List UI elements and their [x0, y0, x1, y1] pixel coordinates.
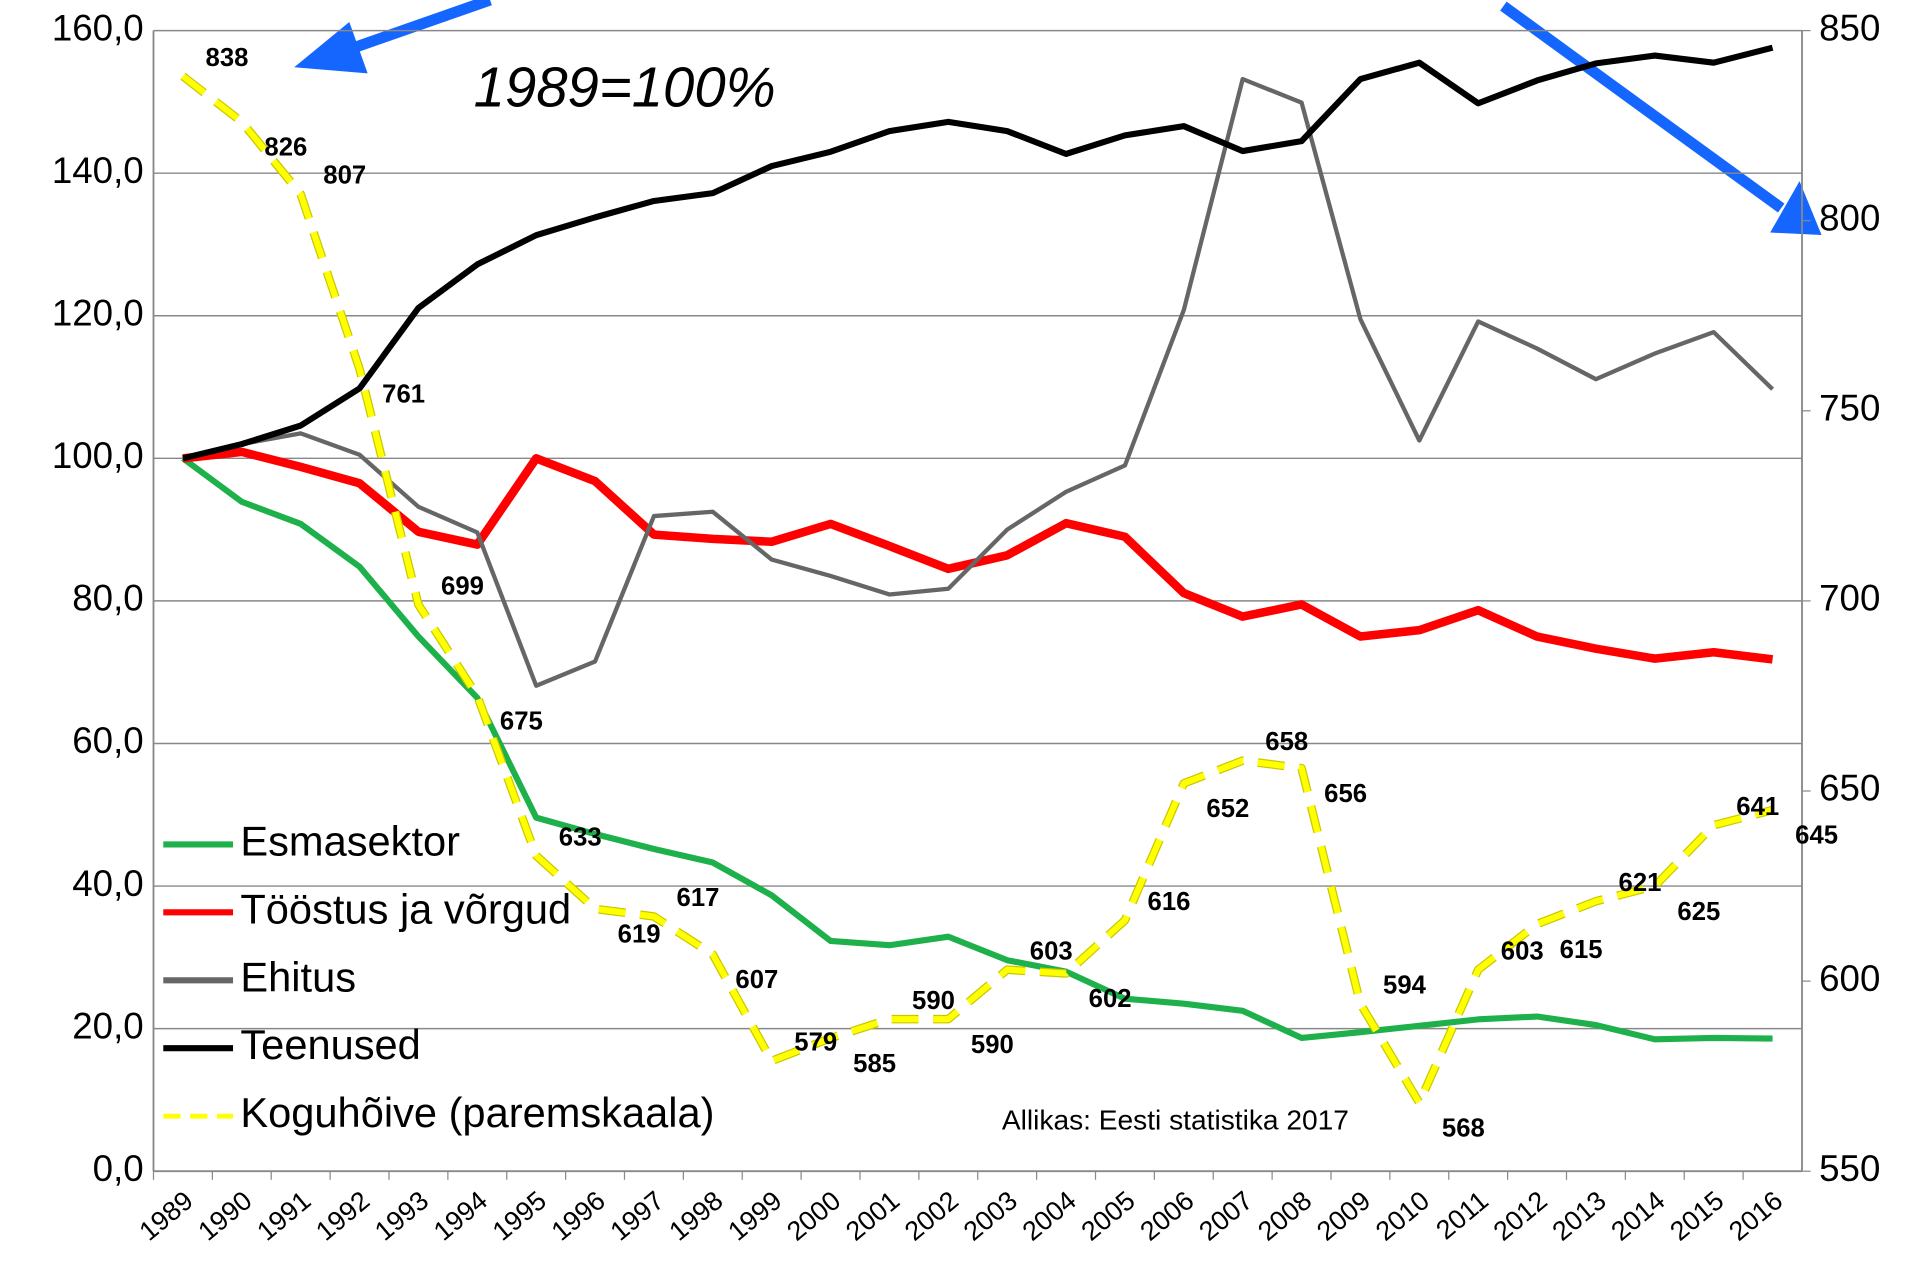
data-label: 579 [794, 1029, 837, 1057]
x-tick-label: 2002 [899, 1185, 964, 1246]
data-label: 603 [1501, 937, 1544, 965]
x-tick-label: 1991 [251, 1185, 316, 1246]
data-label: 761 [382, 381, 425, 409]
x-tick-label: 2003 [958, 1185, 1023, 1246]
series-line [182, 44, 1774, 462]
y2-tick-label: 650 [1819, 768, 1880, 809]
data-label: 568 [1442, 1114, 1485, 1142]
arrow-left-head [294, 22, 368, 74]
x-tick-label: 2006 [1134, 1185, 1199, 1246]
y-tick-label: 40,0 [72, 863, 143, 904]
x-tick-label: 1999 [722, 1185, 787, 1246]
legend-label: Ehitus [240, 953, 356, 1000]
x-tick-label: 2005 [1076, 1185, 1141, 1246]
series-line [181, 73, 1774, 1106]
data-label: 658 [1265, 728, 1308, 756]
data-label: 656 [1324, 780, 1367, 808]
data-label: 603 [1030, 937, 1073, 965]
series-line [182, 447, 1774, 664]
series-line [182, 76, 1775, 688]
data-label: 625 [1677, 898, 1720, 926]
x-tick-label: 2016 [1723, 1185, 1788, 1246]
data-label: 617 [677, 884, 720, 912]
annotation: 1989=100% [474, 56, 776, 119]
series-line [181, 455, 1773, 1043]
arrow-left [341, 0, 492, 57]
legend-label: Teenused [240, 1021, 420, 1068]
x-tick-label: 1998 [663, 1185, 728, 1246]
x-tick-label: 1990 [192, 1185, 257, 1246]
y2-tick-label: 800 [1819, 197, 1880, 238]
data-label: 699 [441, 572, 484, 600]
data-label: 585 [853, 1050, 896, 1078]
y-tick-label: 120,0 [52, 292, 144, 333]
x-tick-label: 2013 [1547, 1185, 1612, 1246]
y2-tick-label: 750 [1819, 388, 1880, 429]
x-tick-label: 1995 [487, 1185, 552, 1246]
data-label: 633 [559, 823, 602, 851]
y2-tick-label: 850 [1819, 7, 1880, 48]
y-tick-label: 80,0 [72, 578, 143, 619]
data-label: 807 [323, 162, 366, 190]
x-tick-label: 1989 [134, 1185, 199, 1246]
legend-label: Tööstus ja võrgud [240, 885, 571, 932]
data-label: 641 [1736, 793, 1779, 821]
x-tick-label: 1996 [546, 1185, 611, 1246]
x-tick-label: 2010 [1370, 1185, 1435, 1246]
x-tick-label: 2000 [781, 1185, 846, 1246]
legend-label: Esmasektor [240, 817, 460, 864]
x-tick-label: 2014 [1605, 1185, 1670, 1246]
x-tick-label: 2004 [1017, 1185, 1082, 1246]
y2-tick-label: 600 [1819, 958, 1880, 999]
legend-label: Koguhõive (paremskaala) [240, 1089, 714, 1136]
y-tick-label: 160,0 [52, 7, 144, 48]
data-label: 602 [1089, 985, 1132, 1013]
y-tick-label: 20,0 [72, 1005, 143, 1046]
y-tick-label: 140,0 [52, 150, 144, 191]
x-tick-label: 2008 [1252, 1185, 1317, 1246]
x-tick-label: 2015 [1664, 1185, 1729, 1246]
x-tick-label: 1993 [369, 1185, 434, 1246]
data-label: 826 [264, 134, 307, 162]
x-tick-label: 2007 [1193, 1185, 1258, 1246]
data-label: 590 [971, 1031, 1014, 1059]
source: Allikas: Eesti statistika 2017 [1002, 1105, 1349, 1136]
x-tick-label: 2011 [1430, 1185, 1494, 1245]
data-label: 615 [1560, 936, 1603, 964]
data-label: 619 [618, 921, 661, 949]
x-tick-label: 2012 [1488, 1185, 1553, 1246]
data-label: 607 [735, 966, 778, 994]
x-tick-label: 1994 [428, 1185, 493, 1246]
data-label: 594 [1383, 972, 1427, 1000]
data-label: 590 [912, 987, 955, 1015]
data-label: 675 [500, 708, 543, 736]
y2-tick-label: 550 [1819, 1148, 1880, 1189]
data-label: 838 [206, 44, 249, 72]
x-tick-label: 2009 [1311, 1185, 1376, 1246]
data-label: 616 [1148, 888, 1191, 916]
x-tick-label: 1992 [310, 1185, 375, 1246]
y2-tick-label: 700 [1819, 578, 1880, 619]
data-label: 652 [1206, 795, 1249, 823]
y-tick-label: 100,0 [52, 435, 144, 476]
x-tick-label: 2001 [840, 1185, 905, 1246]
arrows [294, 0, 1822, 235]
data-label: 645 [1795, 822, 1838, 850]
y-tick-label: 60,0 [72, 720, 143, 761]
y-tick-label: 0,0 [93, 1148, 144, 1189]
data-label: 621 [1619, 869, 1662, 897]
x-tick-label: 1997 [605, 1185, 670, 1246]
arrow-right [1500, 1, 1785, 213]
arrow-right-head [1770, 181, 1822, 235]
